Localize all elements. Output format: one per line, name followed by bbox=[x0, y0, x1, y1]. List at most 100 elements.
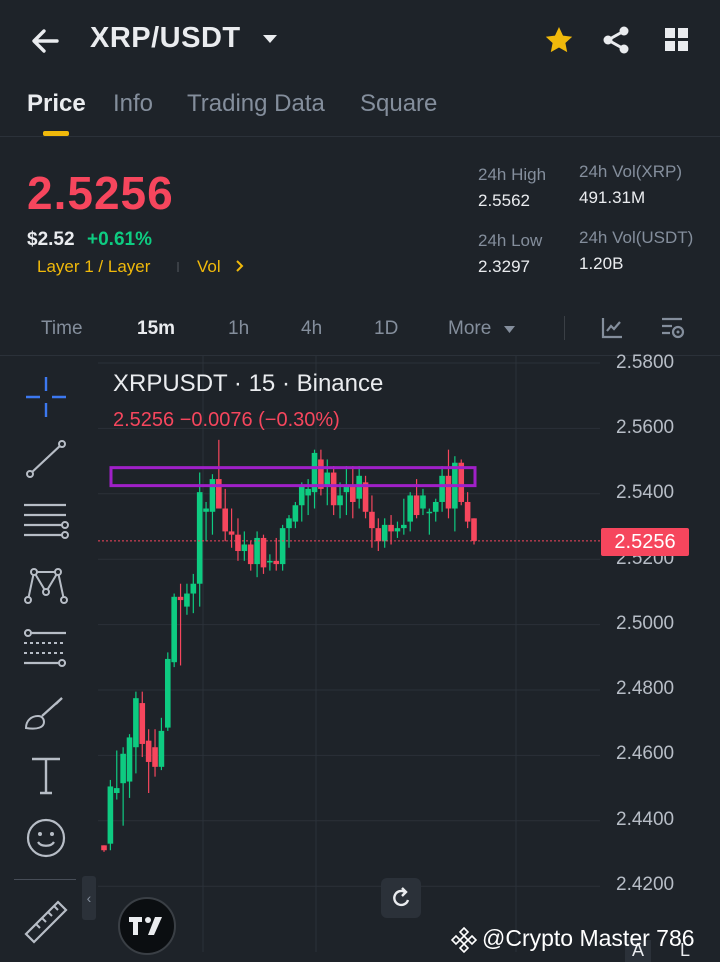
candle-body bbox=[394, 528, 401, 532]
candle-body bbox=[267, 560, 273, 563]
fibonacci-tool[interactable] bbox=[22, 625, 70, 673]
candle-body bbox=[133, 698, 139, 748]
candlestick-chart[interactable] bbox=[0, 356, 720, 962]
candle-body bbox=[375, 528, 382, 542]
candle-body bbox=[318, 459, 324, 489]
reset-chart-button[interactable] bbox=[381, 878, 421, 918]
y-tick-label: 2.4200 bbox=[616, 874, 675, 895]
candle-body bbox=[190, 583, 197, 594]
vol-base-label: 24h Vol(XRP) bbox=[579, 162, 682, 181]
candle-body bbox=[305, 488, 311, 496]
current-price-tag: 2.5256 bbox=[601, 528, 689, 556]
candle-body bbox=[369, 511, 375, 529]
trendline-tool[interactable] bbox=[22, 436, 70, 484]
candle-body bbox=[432, 501, 439, 512]
candle-body bbox=[362, 482, 369, 512]
back-button[interactable] bbox=[28, 24, 62, 58]
divider bbox=[0, 136, 720, 137]
candle-body bbox=[113, 788, 120, 794]
collapse-toolbar-button[interactable]: ‹ bbox=[82, 876, 96, 920]
candle-body bbox=[145, 740, 152, 762]
candle-body bbox=[426, 511, 433, 514]
emoji-tool[interactable] bbox=[22, 814, 70, 862]
candle-body bbox=[445, 475, 452, 509]
candle-body bbox=[286, 518, 292, 529]
candle-body bbox=[401, 524, 407, 529]
interval-15m[interactable]: 15m bbox=[137, 318, 176, 339]
candle-body bbox=[139, 703, 146, 744]
candle-body bbox=[343, 485, 350, 493]
interval-more[interactable]: More bbox=[448, 318, 492, 339]
log-scale-button[interactable]: L bbox=[679, 940, 690, 960]
candle-body bbox=[107, 786, 114, 844]
tab-square[interactable]: Square bbox=[360, 90, 438, 117]
auto-scale-button[interactable]: A bbox=[625, 940, 651, 962]
y-tick-label: 2.5800 bbox=[616, 352, 675, 373]
candle-body bbox=[177, 596, 184, 601]
candle-body bbox=[164, 658, 171, 728]
tools-divider bbox=[14, 879, 76, 880]
resistance-zone-box bbox=[109, 466, 477, 488]
tab-price[interactable]: Price bbox=[27, 90, 86, 117]
candle-body bbox=[196, 492, 203, 584]
binance-logo-icon bbox=[450, 926, 478, 959]
tag-divider bbox=[177, 262, 179, 272]
candle-body bbox=[356, 475, 362, 499]
candle-body bbox=[158, 730, 165, 767]
watermark-text: @Crypto Master 786 bbox=[482, 925, 695, 951]
candle-body bbox=[260, 537, 267, 568]
interval-1d[interactable]: 1D bbox=[374, 318, 399, 339]
tab-info[interactable]: Info bbox=[113, 90, 154, 117]
candle-body bbox=[324, 472, 331, 486]
candle-body bbox=[407, 495, 414, 522]
usd-price: $2.52 bbox=[27, 229, 75, 250]
candle-body bbox=[203, 508, 209, 512]
candle-body bbox=[184, 593, 190, 607]
interval-time[interactable]: Time bbox=[41, 318, 83, 339]
text-tool[interactable] bbox=[22, 751, 70, 799]
candle-body bbox=[171, 596, 177, 663]
low-value: 2.3297 bbox=[478, 257, 530, 276]
brush-tool[interactable] bbox=[22, 688, 70, 736]
more-dropdown-icon bbox=[503, 322, 516, 340]
candle-body bbox=[222, 508, 229, 532]
candle-body bbox=[337, 495, 343, 506]
high-label: 24h High bbox=[478, 165, 547, 184]
chart-settings-icon[interactable] bbox=[660, 316, 686, 345]
ruler-tool[interactable] bbox=[22, 898, 70, 946]
tradingview-logo bbox=[118, 897, 176, 955]
candle-body bbox=[292, 505, 299, 522]
pair-dropdown-icon[interactable] bbox=[261, 32, 279, 46]
share-icon[interactable] bbox=[600, 24, 632, 56]
candle-body bbox=[420, 495, 426, 509]
horizontal-lines-tool[interactable] bbox=[22, 499, 70, 547]
indicator-icon[interactable] bbox=[600, 316, 624, 345]
crosshair-tool[interactable] bbox=[22, 373, 70, 421]
grid-menu-icon[interactable] bbox=[662, 25, 692, 55]
tab-trading-data[interactable]: Trading Data bbox=[187, 90, 325, 117]
candle-body bbox=[101, 845, 107, 851]
candle-body bbox=[464, 501, 471, 522]
pattern-tool[interactable] bbox=[22, 562, 70, 610]
candle-body bbox=[388, 524, 394, 532]
candle-body bbox=[471, 518, 477, 541]
vol-base-value: 491.31M bbox=[579, 188, 646, 207]
y-tick-label: 2.5000 bbox=[616, 613, 675, 634]
candle-body bbox=[120, 753, 126, 784]
category-tag[interactable]: Layer 1 / Layer bbox=[37, 257, 151, 276]
y-tick-label: 2.5400 bbox=[616, 482, 675, 503]
pair-title[interactable]: XRP/USDT bbox=[90, 22, 241, 54]
candle-body bbox=[273, 560, 280, 565]
vol-tag[interactable]: Vol bbox=[197, 257, 221, 276]
high-value: 2.5562 bbox=[478, 191, 530, 210]
favorite-star-icon[interactable] bbox=[543, 24, 575, 56]
tab-active-indicator bbox=[43, 131, 69, 136]
candle-body bbox=[247, 544, 254, 565]
candle-body bbox=[381, 524, 388, 542]
candle-body bbox=[152, 747, 158, 767]
low-label: 24h Low bbox=[478, 231, 543, 250]
candle-body bbox=[228, 531, 235, 535]
interval-4h[interactable]: 4h bbox=[301, 318, 323, 339]
chart-top-divider bbox=[0, 355, 720, 356]
interval-1h[interactable]: 1h bbox=[228, 318, 250, 339]
